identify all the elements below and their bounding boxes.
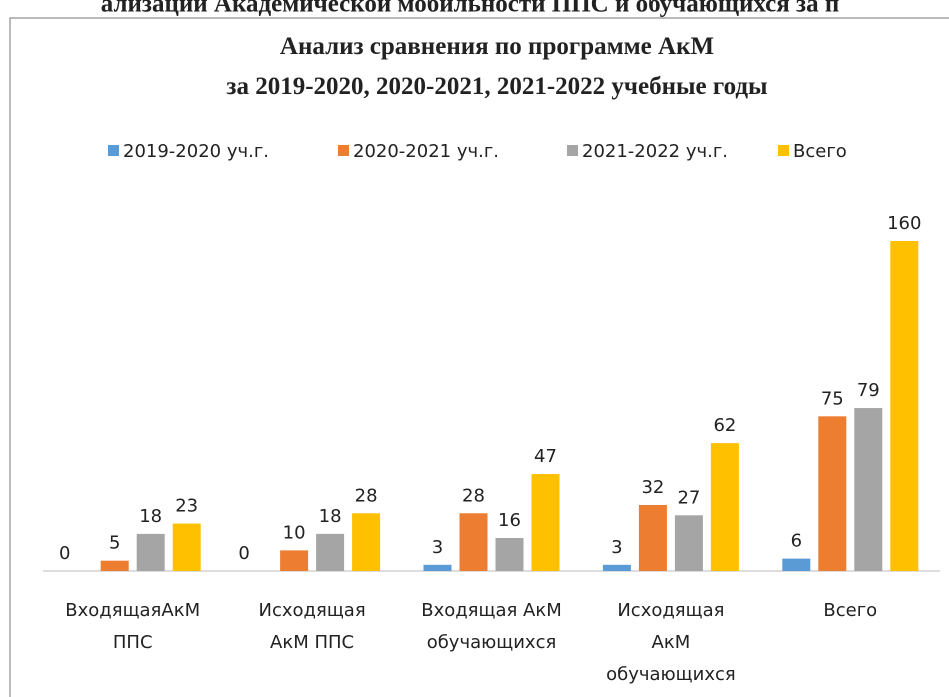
legend-label: Всего (793, 141, 847, 162)
data-label: 28 (462, 485, 485, 506)
bar (674, 515, 703, 571)
data-label: 3 (432, 537, 443, 558)
bar (782, 558, 811, 571)
data-label: 0 (238, 543, 249, 564)
data-label: 160 (887, 213, 921, 234)
data-label: 6 (791, 531, 802, 552)
bar (172, 523, 201, 571)
chart-title: Анализ сравнения по программе АкМ (280, 33, 714, 60)
bar (100, 560, 129, 571)
chart-title: за 2019-2020, 2020-2021, 2021-2022 учебн… (226, 73, 767, 100)
bar (280, 550, 309, 571)
legend-swatch (108, 145, 119, 156)
legend-swatch (338, 145, 349, 156)
legend-label: 2020-2021 уч.г. (353, 141, 499, 162)
bar (352, 513, 381, 571)
legend-swatch (778, 145, 789, 156)
bar (890, 241, 919, 571)
data-label: 10 (283, 522, 306, 543)
x-tick-label: Всего (823, 600, 877, 621)
bar (316, 533, 345, 571)
x-tick-label: Исходящая АкМ обучающихся (606, 600, 736, 685)
data-label: 16 (498, 510, 521, 531)
bar (638, 505, 667, 571)
data-label: 47 (534, 446, 557, 467)
data-label: 62 (713, 415, 736, 436)
data-label: 28 (355, 485, 378, 506)
bar (602, 564, 631, 571)
legend-swatch (567, 145, 578, 156)
data-label: 75 (821, 388, 844, 409)
x-tick-label: ВходящаяАкМ ППС (65, 600, 200, 653)
legend-label: 2021-2022 уч.г. (582, 141, 728, 162)
data-label: 3 (611, 537, 622, 558)
data-label: 18 (319, 506, 342, 527)
chart-border (9, 17, 949, 697)
bar (854, 408, 883, 571)
x-tick-label: Исходящая АкМ ППС (259, 600, 366, 653)
data-label: 79 (857, 380, 880, 401)
data-label: 27 (677, 487, 700, 508)
bar (531, 474, 560, 571)
bar (495, 538, 524, 571)
bar (136, 533, 165, 571)
bar (423, 564, 452, 571)
legend-label: 2019-2020 уч.г. (123, 141, 269, 162)
data-label: 23 (175, 496, 198, 517)
data-label: 18 (139, 506, 162, 527)
data-label: 32 (641, 477, 664, 498)
bar (818, 416, 847, 571)
x-tick-label: Входящая АкМ обучающихся (421, 600, 562, 653)
bar (459, 513, 488, 571)
bar (710, 443, 739, 571)
data-label: 0 (59, 543, 70, 564)
data-label: 5 (109, 533, 120, 554)
page-header: ализации Академической мобильности ППС и… (101, 0, 840, 18)
